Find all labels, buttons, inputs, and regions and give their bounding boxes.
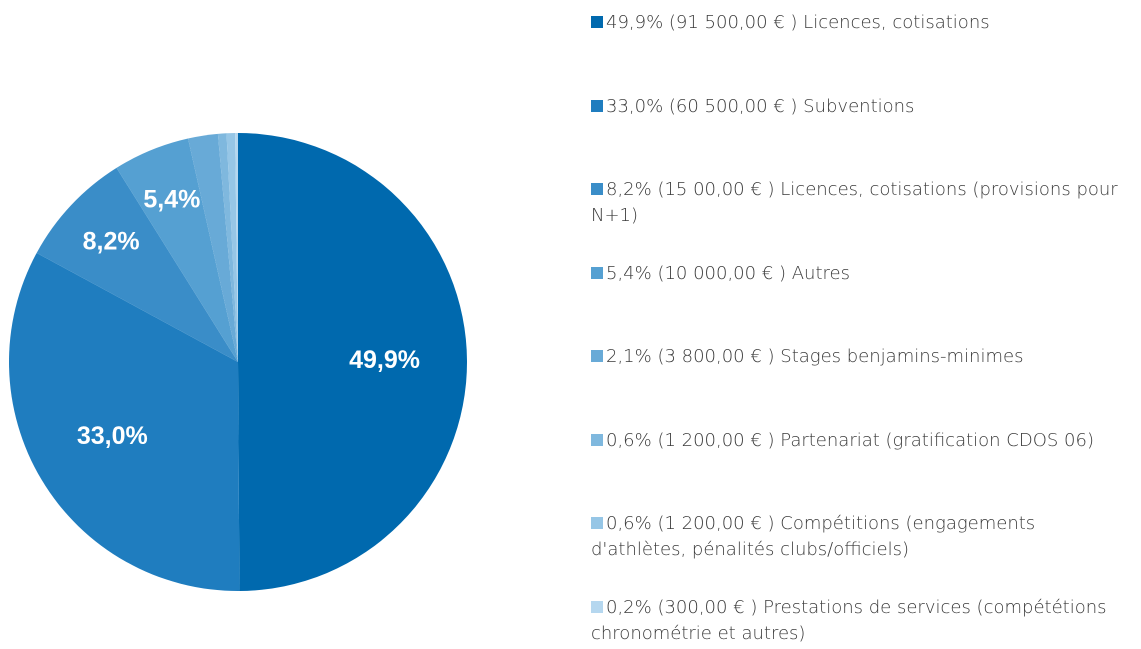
pie-slice bbox=[238, 133, 468, 591]
legend-label: 49,9% (91 500,00 € ) Licences, cotisatio… bbox=[606, 12, 990, 33]
legend-label: 0,6% (1 200,00 € ) Compétitions (engagem… bbox=[591, 513, 1036, 560]
legend-item: 49,9% (91 500,00 € ) Licences, cotisatio… bbox=[591, 10, 1136, 36]
legend-swatch bbox=[591, 600, 603, 613]
legend-item: 0,6% (1 200,00 € ) Compétitions (engagem… bbox=[591, 511, 1136, 563]
legend-item: 5,4% (10 000,00 € ) Autres bbox=[591, 261, 1136, 287]
legend-item: 8,2% (15 00,00 € ) Licences, cotisations… bbox=[591, 177, 1136, 229]
legend-label: 2,1% (3 800,00 € ) Stages benjamins-mini… bbox=[606, 346, 1024, 367]
legend-label: 8,2% (15 00,00 € ) Licences, cotisations… bbox=[591, 179, 1118, 226]
pie-slice bbox=[235, 133, 238, 362]
pie-slice bbox=[116, 138, 238, 362]
slice-label: 8,2% bbox=[83, 227, 140, 255]
legend-label: 33,0% (60 500,00 € ) Subventions bbox=[606, 95, 915, 117]
legend-item: 0,2% (300,00 € ) Prestations de services… bbox=[591, 595, 1136, 647]
legend-item: 2,1% (3 800,00 € ) Stages benjamins-mini… bbox=[591, 344, 1136, 370]
legend-item: 33,0% (60 500,00 € ) Subventions bbox=[591, 94, 1136, 120]
legend-swatch bbox=[591, 183, 603, 195]
legend-swatch bbox=[591, 266, 603, 279]
legend-swatch bbox=[591, 16, 603, 28]
pie-slice bbox=[8, 252, 240, 591]
slice-label: 33,0% bbox=[77, 422, 148, 450]
legend-swatch bbox=[591, 350, 603, 362]
pie-area: 49,9% 33,0% 8,2%5,4% bbox=[8, 133, 468, 591]
legend-item: 0,6% (1 200,00 € ) Partenariat (gratific… bbox=[591, 428, 1136, 454]
pie-slice bbox=[217, 133, 238, 362]
pie-slice bbox=[36, 167, 238, 362]
legend-label: 0,6% (1 200,00 € ) Partenariat (gratific… bbox=[606, 429, 1094, 451]
legend-swatch bbox=[591, 433, 603, 446]
legend-swatch bbox=[591, 99, 603, 112]
pie-slice bbox=[188, 133, 238, 362]
slice-label: 5,4% bbox=[143, 186, 200, 214]
legend-label: 5,4% (10 000,00 € ) Autres bbox=[606, 262, 850, 284]
slice-label: 49,9% bbox=[349, 346, 420, 374]
legend-label: 0,2% (300,00 € ) Prestations de services… bbox=[591, 596, 1107, 644]
pie-slice bbox=[226, 133, 238, 362]
legend-swatch bbox=[591, 517, 603, 529]
